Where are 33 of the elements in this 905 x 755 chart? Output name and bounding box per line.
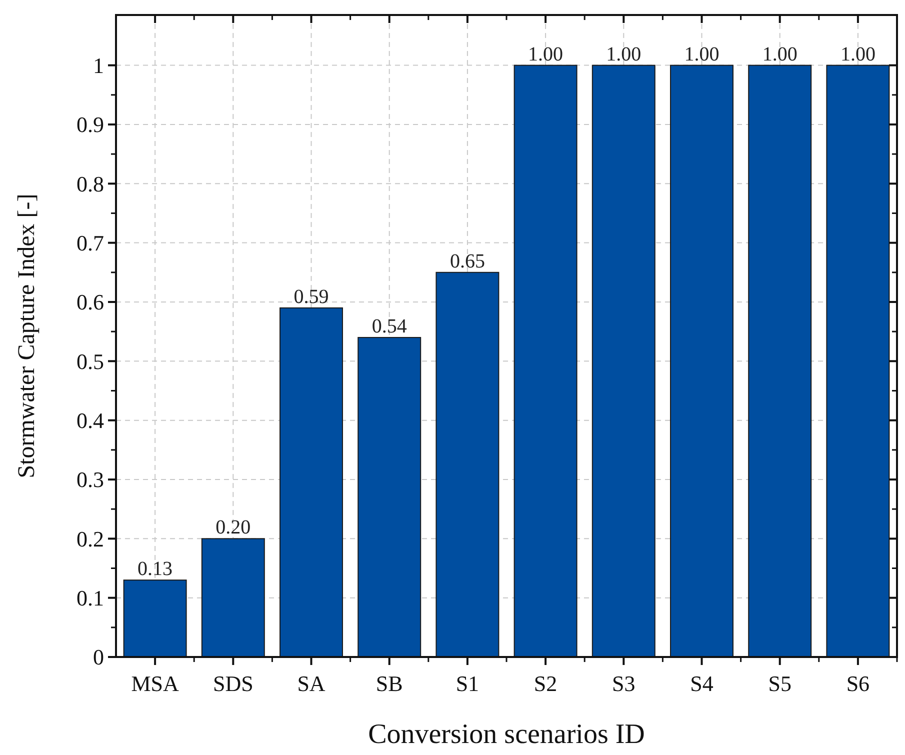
data-label: 0.59	[294, 286, 329, 308]
y-tick-label: 0.5	[76, 348, 104, 374]
x-tick-label: S6	[846, 671, 870, 696]
y-tick-label: 0.7	[76, 230, 104, 256]
y-tick-label: 0.1	[76, 586, 104, 611]
data-label: 1.00	[606, 43, 642, 66]
y-tick-label: 0.2	[76, 526, 104, 552]
x-tick-label: S2	[534, 671, 558, 696]
x-tick-label: S5	[768, 671, 792, 696]
y-tick-label: 0.4	[76, 408, 104, 434]
data-label: 1.00	[840, 43, 876, 66]
x-tick-label: SB	[376, 671, 403, 696]
y-tick-label: 0.8	[76, 171, 104, 196]
y-tick-label: 1	[93, 52, 104, 78]
data-label: 0.54	[372, 315, 407, 338]
x-tick-label: S1	[456, 671, 480, 696]
x-tick-label: S3	[612, 671, 636, 696]
data-label: 0.20	[216, 516, 251, 539]
x-tick-label: MSA	[131, 671, 180, 696]
y-tick-label: 0	[93, 644, 104, 670]
x-tick-label: S4	[690, 671, 714, 696]
x-tick-label: SDS	[212, 671, 254, 696]
data-label: 1.00	[684, 43, 720, 66]
y-tick-label: 0.9	[76, 112, 104, 138]
data-label: 1.00	[528, 43, 564, 66]
data-label: 0.65	[450, 250, 485, 272]
y-axis-title: Stormwater Capture Index [-]	[14, 194, 40, 478]
data-label: 0.13	[138, 558, 173, 580]
x-axis-title: Conversion scenarios ID	[368, 719, 645, 750]
x-tick-label: SA	[297, 671, 326, 696]
y-tick-label: 0.3	[76, 467, 104, 492]
data-label: 1.00	[762, 43, 798, 66]
y-tick-label: 0.6	[76, 290, 104, 315]
